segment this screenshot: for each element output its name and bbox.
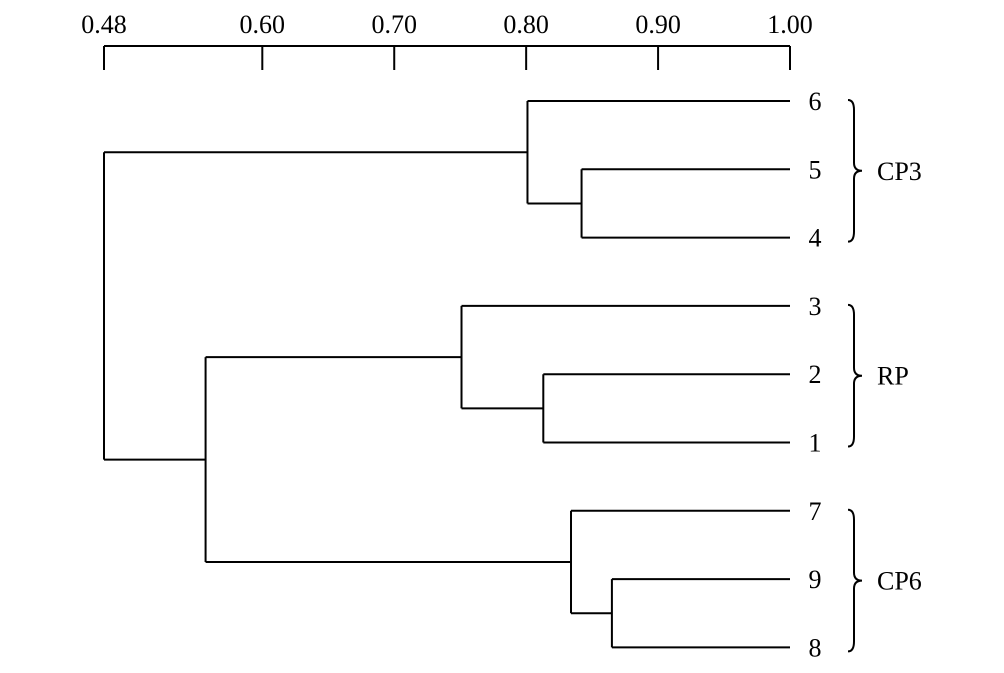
group-brace bbox=[847, 99, 863, 243]
axis-tick-label: 0.90 bbox=[635, 10, 681, 39]
axis-tick-label: 0.80 bbox=[503, 10, 549, 39]
leaf-label: 7 bbox=[809, 497, 822, 526]
group-brace bbox=[847, 508, 863, 653]
tree-branches bbox=[103, 100, 790, 649]
group-brackets: CP3 RP CP6 bbox=[847, 99, 922, 653]
leaf-label: 2 bbox=[809, 360, 822, 389]
axis-tick-label: 0.70 bbox=[371, 10, 417, 39]
similarity-axis: 0.48 0.60 0.70 0.80 0.90 1.00 bbox=[81, 10, 813, 70]
group-label: CP6 bbox=[877, 567, 922, 596]
leaf-label: 5 bbox=[809, 155, 822, 184]
axis-tick-label: 0.60 bbox=[240, 10, 286, 39]
leaf-labels: 6 5 4 3 2 1 7 9 8 bbox=[809, 87, 822, 662]
axis-tick-label: 1.00 bbox=[767, 10, 813, 39]
group-label: RP bbox=[877, 362, 909, 391]
leaf-label: 8 bbox=[809, 633, 822, 662]
leaf-label: 6 bbox=[809, 87, 822, 116]
leaf-label: 9 bbox=[809, 565, 822, 594]
leaf-label: 1 bbox=[809, 429, 822, 458]
group-brace bbox=[847, 303, 863, 448]
group-label: CP3 bbox=[877, 157, 922, 186]
leaf-label: 3 bbox=[809, 292, 822, 321]
leaf-label: 4 bbox=[809, 224, 822, 253]
axis-tick-label: 0.48 bbox=[81, 10, 127, 39]
